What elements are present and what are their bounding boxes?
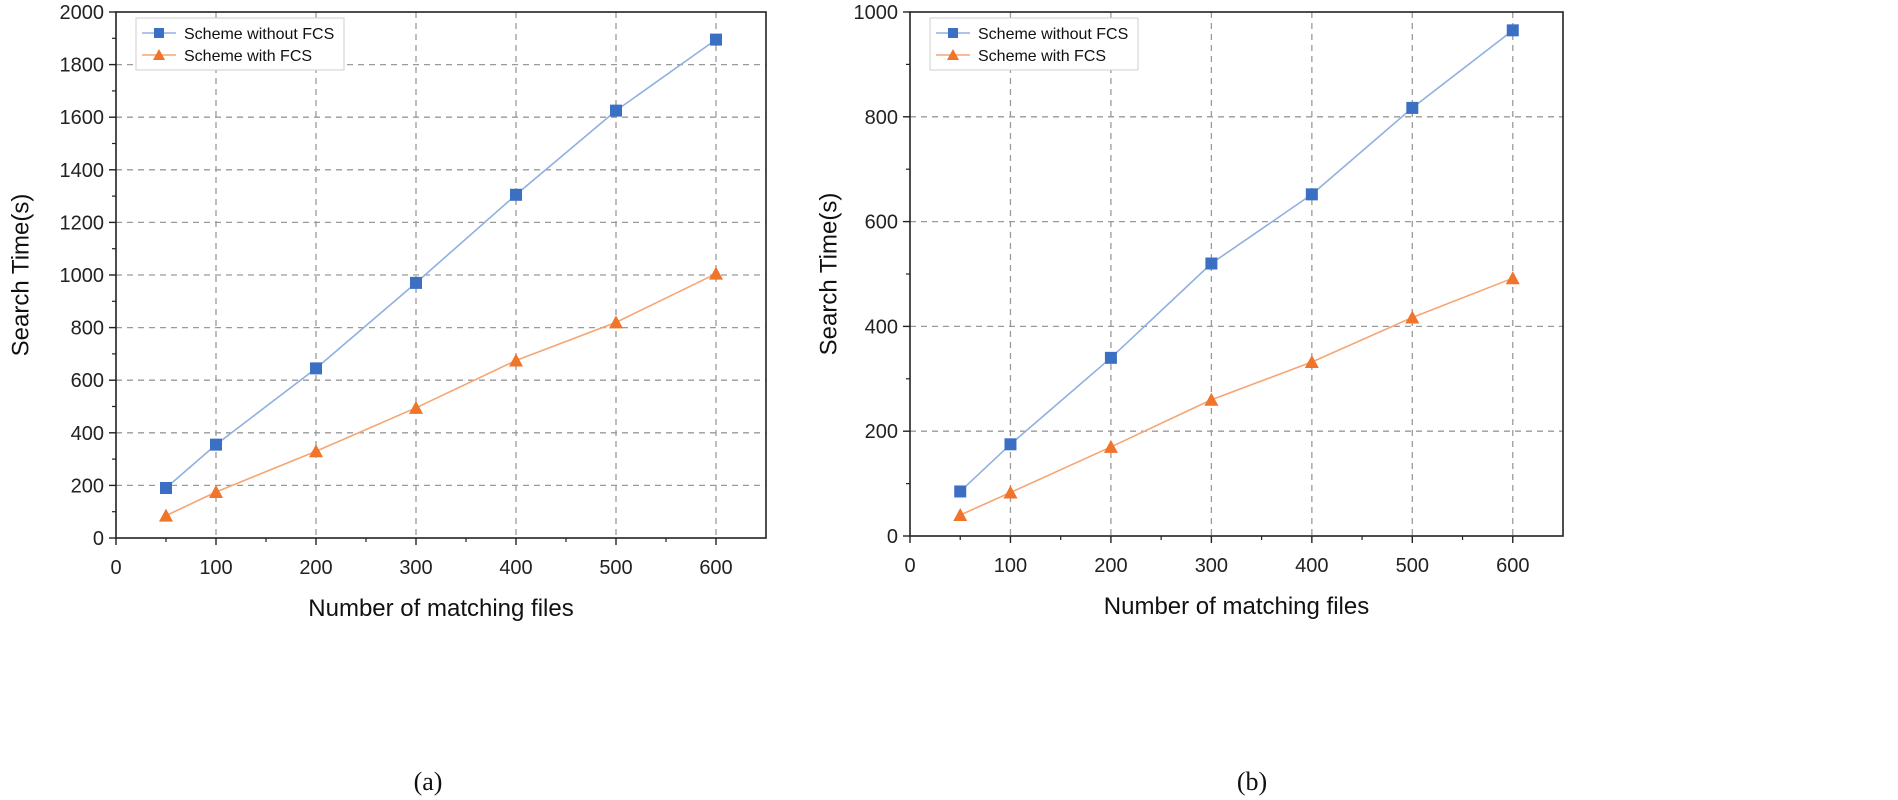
data-point	[1405, 310, 1420, 324]
y-tick-label: 800	[865, 107, 898, 129]
series-line	[959, 277, 1514, 516]
series-line	[165, 38, 717, 489]
data-point	[1305, 188, 1318, 201]
x-tick-label: 300	[399, 557, 432, 579]
legend-item: Scheme with FCS	[936, 48, 1106, 65]
y-tick-label: 1000	[60, 265, 105, 287]
y-tick-label: 400	[865, 316, 898, 338]
data-point	[1304, 355, 1319, 369]
y-tick-label: 600	[71, 370, 104, 392]
y-axis-label: Search Time(s)	[7, 194, 34, 357]
y-tick-label: 0	[93, 528, 104, 550]
data-point	[310, 362, 322, 375]
data-point	[709, 266, 723, 280]
data-point	[1506, 24, 1519, 37]
legend: Scheme without FCS Scheme with FCS	[135, 17, 345, 71]
data-point	[160, 482, 172, 495]
legend-box	[929, 17, 1139, 71]
legend-label: Scheme without FCS	[978, 26, 1128, 43]
x-tick-label: 600	[699, 557, 732, 579]
y-tick-label: 600	[865, 212, 898, 234]
x-tick-label: 300	[1195, 555, 1228, 577]
panel-caption: (a)	[414, 767, 443, 796]
legend-item: Scheme without FCS	[936, 26, 1128, 43]
y-tick-label: 800	[71, 318, 104, 340]
x-tick-label: 0	[904, 555, 915, 577]
data-point	[210, 438, 222, 451]
y-tick-label: 1400	[60, 160, 105, 182]
legend-label: Scheme with FCS	[184, 48, 312, 65]
data-point	[1505, 271, 1520, 285]
data-point	[159, 508, 173, 522]
data-point	[409, 400, 423, 414]
data-point	[1204, 392, 1219, 406]
y-tick-label: 400	[71, 423, 104, 445]
series-line	[165, 272, 717, 517]
data-point	[1004, 438, 1017, 451]
legend-marker	[948, 28, 958, 38]
panel-caption: (b)	[1237, 767, 1267, 796]
series-scheme-with-fcs	[159, 266, 723, 522]
data-point	[1103, 439, 1118, 453]
chart-panel-1: 0 100 200 300 400 500 600 0 200 400 600 800 1000 1200…	[7, 2, 767, 796]
y-tick-label: 0	[887, 526, 898, 548]
data-point	[954, 485, 967, 498]
y-tick-label: 1800	[60, 55, 105, 77]
plot-frame	[909, 11, 1564, 537]
data-point	[609, 315, 623, 329]
data-point	[410, 276, 422, 289]
data-point	[710, 33, 722, 46]
data-point	[1003, 485, 1018, 499]
x-tick-label: 500	[599, 557, 632, 579]
y-tick-label: 1000	[854, 2, 899, 24]
y-axis-label: Search Time(s)	[815, 193, 842, 356]
legend-item: Scheme with FCS	[142, 48, 312, 65]
data-point	[1104, 351, 1117, 364]
y-tick-label: 1200	[60, 212, 105, 234]
chart-panel-2: 0 100 200 300 400 500 600 0 200 400 600 800 1000 Numb…	[815, 2, 1564, 796]
x-tick-label: 500	[1396, 555, 1429, 577]
x-axis-label: Number of matching files	[1104, 593, 1369, 620]
legend-box	[135, 17, 345, 71]
legend-marker	[947, 49, 959, 60]
x-tick-label: 400	[499, 557, 532, 579]
x-tick-label: 200	[1094, 555, 1127, 577]
legend-marker	[153, 49, 165, 60]
x-axis-label: Number of matching files	[308, 595, 573, 622]
y-tick-label: 200	[865, 421, 898, 443]
y-tick-label: 200	[71, 475, 104, 497]
legend-marker	[154, 28, 164, 38]
legend: Scheme without FCS Scheme with FCS	[929, 17, 1139, 71]
data-point	[309, 444, 323, 458]
series-scheme-without-fcs	[160, 33, 722, 495]
x-tick-label: 100	[994, 555, 1027, 577]
series-scheme-with-fcs	[953, 271, 1520, 522]
x-tick-label: 400	[1295, 555, 1328, 577]
series-line	[959, 29, 1514, 493]
x-tick-label: 600	[1496, 555, 1529, 577]
legend-label: Scheme without FCS	[184, 26, 334, 43]
data-point	[953, 508, 968, 522]
x-tick-label: 0	[110, 557, 121, 579]
data-point	[1406, 101, 1419, 114]
x-tick-label: 200	[299, 557, 332, 579]
legend-label: Scheme with FCS	[978, 48, 1106, 65]
y-tick-label: 1600	[60, 107, 105, 129]
legend-item: Scheme without FCS	[142, 26, 334, 43]
data-point	[510, 188, 522, 201]
y-tick-label: 2000	[60, 2, 105, 24]
series-scheme-without-fcs	[954, 24, 1519, 498]
data-point	[509, 353, 523, 367]
data-point	[209, 484, 223, 498]
x-tick-label: 100	[199, 557, 232, 579]
data-point	[1205, 257, 1218, 270]
data-point	[610, 104, 622, 117]
